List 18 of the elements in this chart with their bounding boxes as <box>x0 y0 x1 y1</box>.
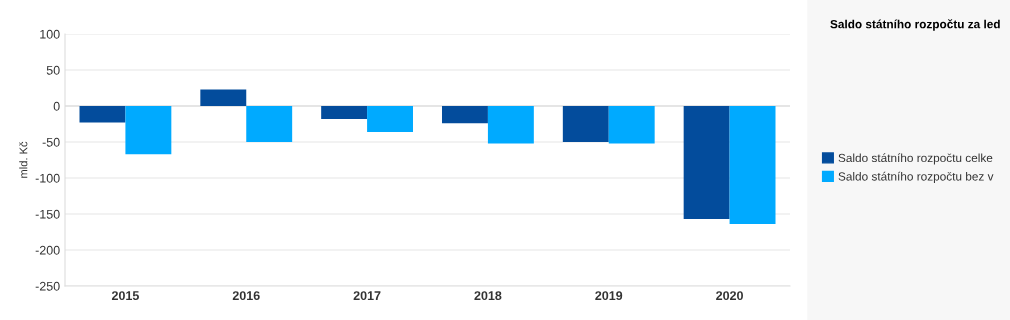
y-axis-title: mld. Kč <box>19 141 28 178</box>
x-tick-label: 2016 <box>232 291 260 301</box>
x-tick-label: 2018 <box>474 291 502 301</box>
legend-label: Saldo státního rozpočtu celke <box>838 153 993 165</box>
y-tick-label: 50 <box>46 65 60 75</box>
y-tick-label: -100 <box>35 173 60 183</box>
x-tick-label: 2020 <box>716 291 743 301</box>
x-tick-label: 2015 <box>111 291 139 301</box>
y-tick-label: 0 <box>53 101 60 111</box>
y-tick-label: -250 <box>35 281 60 291</box>
text: Saldo státního rozpočtu za led <box>830 19 1000 31</box>
x-tick-label: 2019 <box>595 291 623 301</box>
x-tick-label: 2017 <box>353 291 381 301</box>
legend-label: Saldo státního rozpočtu bez v <box>838 171 994 183</box>
y-tick-label: -150 <box>35 209 60 219</box>
y-tick-label: -50 <box>42 137 60 147</box>
y-tick-label: -200 <box>35 245 60 255</box>
y-tick-label: 100 <box>40 29 60 39</box>
